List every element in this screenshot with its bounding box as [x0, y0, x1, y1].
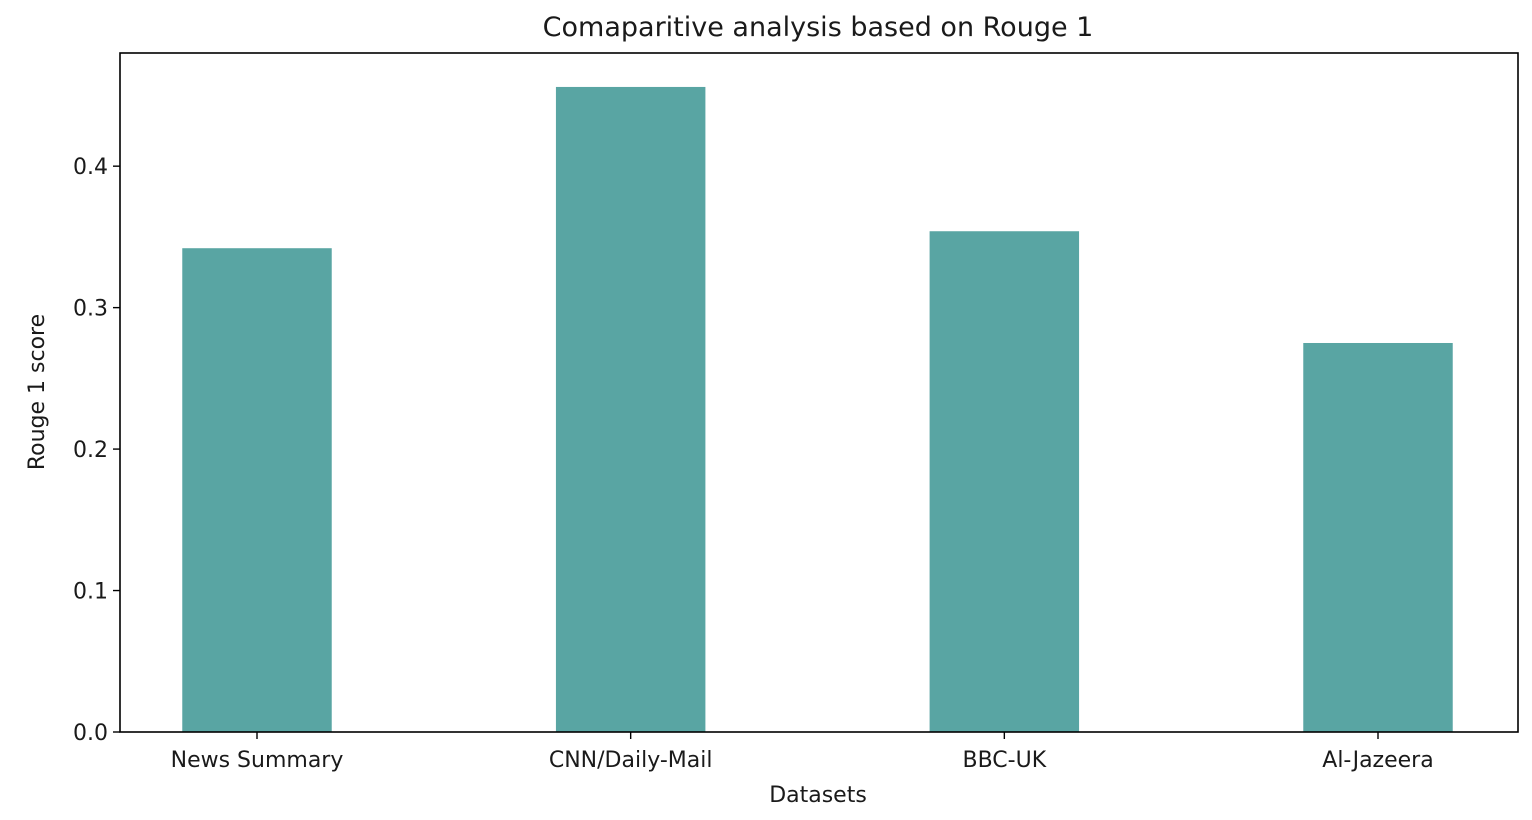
y-axis-ticks: 0.0 0.1 0.2 0.3 0.4: [73, 155, 120, 746]
x-tick-label: BBC-UK: [963, 748, 1047, 773]
chart-title: Comaparitive analysis based on Rouge 1: [543, 12, 1094, 43]
x-axis-title: Datasets: [769, 783, 867, 808]
bar-bbc-uk: [929, 231, 1080, 733]
y-tick-label: 0.2: [73, 438, 108, 463]
y-tick-label: 0.1: [73, 580, 108, 605]
bar-news-summary: [182, 248, 332, 732]
x-tick-label: Al-Jazeera: [1322, 748, 1433, 773]
bars-group: [182, 86, 1453, 733]
x-tick-label: CNN/Daily-Mail: [549, 748, 713, 773]
x-tick-label: News Summary: [171, 748, 344, 773]
y-tick-label: 0.4: [73, 155, 108, 180]
bar-cnn-daily-mail: [555, 86, 706, 732]
y-axis-title: Rouge 1 score: [25, 314, 50, 470]
bar-al-jazeera: [1303, 342, 1453, 732]
x-axis-ticks: News Summary CNN/Daily-Mail BBC-UK Al-Jazee…: [171, 732, 1434, 773]
plot-frame: [119, 52, 1519, 733]
y-tick-label: 0.3: [73, 297, 108, 322]
y-tick-label: 0.0: [73, 721, 108, 746]
